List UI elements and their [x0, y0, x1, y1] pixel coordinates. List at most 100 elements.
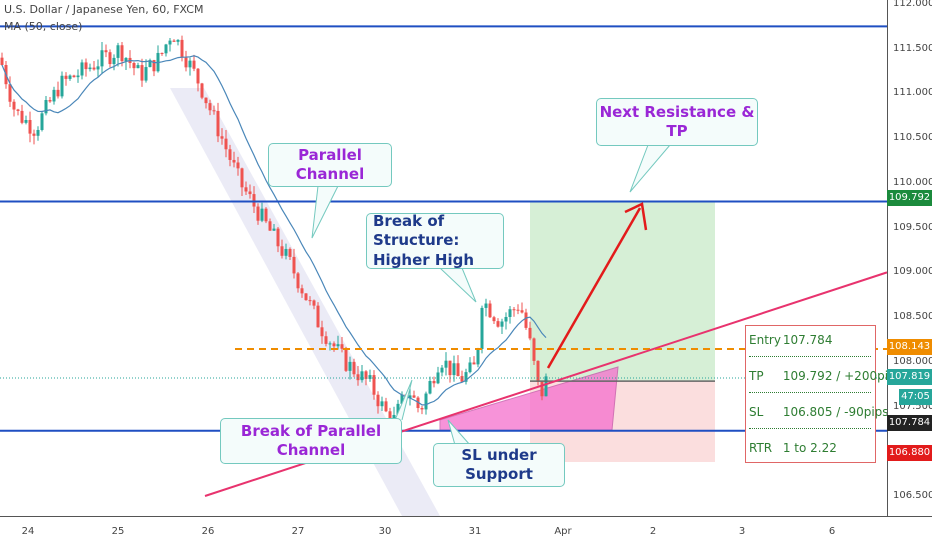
candle-layer	[0, 35, 548, 437]
candle-body	[88, 67, 92, 70]
rtr-value: 1 to 2.22	[782, 441, 837, 455]
sl-support-callout[interactable]: SL under Support	[433, 443, 565, 487]
price-tick-label: 109.000	[893, 266, 932, 278]
candle-body	[424, 393, 428, 410]
candle-body	[300, 288, 304, 294]
candle-body	[144, 67, 148, 81]
callout-pointer	[629, 144, 671, 193]
candle-body	[112, 57, 116, 65]
price-tick-label: 110.500	[893, 132, 932, 144]
candle-body	[0, 57, 4, 66]
candle-body	[120, 45, 124, 62]
candle-body	[376, 394, 380, 407]
candle-body	[204, 97, 208, 104]
candle-body	[244, 187, 248, 192]
candle-body	[100, 50, 104, 67]
candle-body	[76, 75, 80, 78]
candle-body	[32, 133, 36, 136]
break-of-structure-callout[interactable]: Break of Structure: Higher High	[366, 212, 504, 269]
next-resistance-callout[interactable]: Next Resistance & TP	[596, 98, 758, 146]
parallel-channel-callout[interactable]: Parallel Channel	[268, 143, 392, 187]
candle-body	[464, 372, 468, 382]
candle-body	[148, 60, 152, 68]
candle-body	[344, 348, 348, 371]
break-parallel-callout[interactable]: Break of Parallel Channel	[220, 418, 402, 464]
candle-body	[280, 246, 284, 256]
candle-body	[48, 99, 52, 102]
target-arrow-head	[624, 202, 648, 231]
price-tick-label: 110.000	[893, 176, 932, 188]
candle-body	[184, 57, 188, 68]
candle-body	[296, 273, 300, 289]
price-tick-label: 107.500	[893, 400, 932, 412]
candle-body	[28, 119, 32, 134]
candle-body	[360, 371, 364, 381]
candle-body	[412, 395, 416, 398]
candle-body	[432, 381, 436, 384]
ma-indicator-label[interactable]: MA (50, close)	[4, 20, 83, 33]
candle-body	[336, 344, 340, 347]
candle-body	[216, 110, 220, 137]
symbol-title: U.S. Dollar / Japanese Yen, 60, FXCM	[4, 3, 204, 16]
time-tick-label: 24	[21, 526, 35, 537]
candle-body	[512, 309, 516, 311]
candle-body	[44, 99, 48, 114]
rtr-label: RTR	[749, 441, 773, 455]
candle-body	[312, 300, 316, 306]
price-tick-label: 112.000	[893, 0, 932, 9]
candle-body	[228, 149, 232, 160]
dashed-level-price-tag: 108.143	[887, 339, 932, 355]
candle-body	[164, 44, 168, 54]
candle-body	[172, 40, 176, 42]
time-tick-label: 6	[828, 526, 836, 537]
moving-average-line	[1, 55, 547, 406]
candle-body	[20, 110, 24, 123]
candle-body	[320, 327, 324, 337]
price-axis[interactable]	[887, 0, 932, 516]
candle-body	[84, 62, 88, 70]
candle-body	[92, 67, 96, 70]
rtr-row: RTR 1 to 2.22	[749, 438, 871, 458]
separator	[749, 356, 871, 357]
callout-pointer	[439, 267, 477, 303]
candle-body	[472, 362, 476, 365]
candle-body	[108, 52, 112, 65]
candle-body	[160, 52, 164, 54]
time-tick-label: 3	[738, 526, 746, 537]
candle-body	[420, 408, 424, 410]
tp-price-tag: 109.792	[887, 190, 932, 206]
candle-body	[368, 375, 372, 379]
candle-body	[288, 248, 292, 257]
candle-body	[176, 39, 180, 42]
target-arrow	[546, 207, 642, 369]
candle-body	[496, 321, 500, 327]
candle-body	[284, 248, 288, 256]
candle-body	[408, 395, 412, 399]
candle-body	[332, 343, 336, 347]
candle-body	[140, 65, 144, 81]
candle-body	[356, 374, 360, 381]
candle-body	[224, 138, 228, 150]
candle-body	[52, 89, 56, 102]
candle-body	[372, 375, 376, 395]
position-info-box[interactable]: Entry 107.784 TP 109.792 / +200pips SL 1…	[745, 325, 902, 463]
candle-body	[232, 159, 236, 163]
tp-label: TP	[749, 369, 764, 383]
candle-body	[536, 360, 540, 382]
time-axis[interactable]	[0, 516, 932, 551]
entry-label: Entry	[749, 333, 781, 347]
candle-body	[96, 66, 100, 70]
candle-body	[316, 305, 320, 328]
candle-body	[72, 75, 76, 78]
candle-body	[528, 327, 532, 339]
tp-value: 109.792 / +200pips	[782, 369, 902, 383]
sl-value: 106.805 / -90pips	[782, 405, 889, 419]
time-tick-label: 27	[291, 526, 305, 537]
candle-body	[500, 321, 504, 327]
candle-body	[516, 309, 520, 311]
candle-body	[248, 191, 252, 195]
candle-body	[504, 316, 508, 322]
take-profit-zone	[530, 201, 715, 382]
callout-pointer	[311, 185, 339, 239]
